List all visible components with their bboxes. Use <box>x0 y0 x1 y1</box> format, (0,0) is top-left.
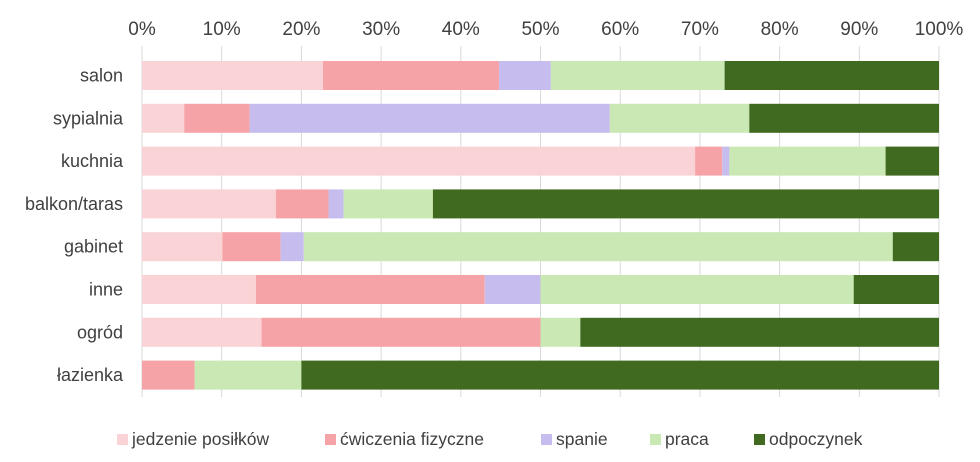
category-label: kuchnia <box>61 151 124 171</box>
bar-lazienka-cwiczenia-fizyczne <box>142 360 195 390</box>
bar-salon-odpoczynek <box>724 61 939 90</box>
bar-gabinet-cwiczenia-fizyczne <box>222 232 281 262</box>
bar-inne-jedzenie-posilkow <box>142 275 256 304</box>
bar-balkon-taras-jedzenie-posilkow <box>142 189 276 219</box>
bar-sypialnia-spanie <box>249 103 610 133</box>
category-label: balkon/taras <box>25 194 123 214</box>
bar-ogrod-praca <box>540 317 581 347</box>
category-axis: salon sypialnia kuchnia balkon/taras gabinet… <box>25 66 124 386</box>
x-tick-label: 10% <box>203 19 241 40</box>
bar-salon-cwiczenia-fizyczne <box>322 61 500 90</box>
bar-salon-praca <box>550 61 725 90</box>
bar-sypialnia-cwiczenia-fizyczne <box>184 103 250 133</box>
bar-salon-spanie <box>499 61 551 90</box>
bar-gabinet-spanie <box>280 232 304 262</box>
bar-balkon-taras-spanie <box>328 189 344 219</box>
bar-inne-praca <box>540 275 854 304</box>
legend-swatch-odpoczynek <box>754 434 765 445</box>
legend-label: jedzenie posiłków <box>131 429 270 449</box>
bar-salon-jedzenie-posilkow <box>142 61 323 90</box>
category-label: ogród <box>77 322 123 342</box>
bar-kuchnia-spanie <box>722 146 730 176</box>
category-label: łazienka <box>57 365 124 385</box>
legend-label: odpoczynek <box>769 429 863 449</box>
legend-label: ćwiczenia fizyczne <box>340 429 484 449</box>
bar-kuchnia-jedzenie-posilkow <box>142 146 696 176</box>
legend-label: praca <box>665 429 709 449</box>
category-label: salon <box>80 66 123 86</box>
bars <box>142 61 939 390</box>
x-tick-label: 60% <box>601 19 639 40</box>
x-tick-label: 30% <box>362 19 400 40</box>
x-tick-label: 100% <box>915 19 964 40</box>
bar-kuchnia-praca <box>729 146 886 176</box>
bar-sypialnia-jedzenie-posilkow <box>142 103 185 133</box>
bar-ogrod-odpoczynek <box>580 317 939 347</box>
legend-swatch-cwiczenia-fizyczne <box>325 434 336 445</box>
legend-swatch-praca <box>650 434 661 445</box>
bar-kuchnia-odpoczynek <box>885 146 939 176</box>
bar-lazienka-praca <box>194 360 302 390</box>
bar-ogrod-cwiczenia-fizyczne <box>261 317 541 347</box>
bar-gabinet-jedzenie-posilkow <box>142 232 223 262</box>
bar-ogrod-jedzenie-posilkow <box>142 317 262 347</box>
x-tick-label: 50% <box>521 19 559 40</box>
bar-balkon-taras-cwiczenia-fizyczne <box>275 189 329 219</box>
bar-gabinet-odpoczynek <box>892 232 939 262</box>
bar-kuchnia-cwiczenia-fizyczne <box>695 146 723 176</box>
x-tick-label: 40% <box>442 19 480 40</box>
category-label: sypialnia <box>53 108 124 128</box>
bar-inne-spanie <box>484 275 541 304</box>
x-tick-label: 20% <box>282 19 320 40</box>
bar-balkon-taras-praca <box>343 189 433 219</box>
category-label: inne <box>89 280 123 300</box>
x-tick-label: 90% <box>840 19 878 40</box>
x-tick-label: 70% <box>681 19 719 40</box>
legend-label: spanie <box>556 429 608 449</box>
bar-sypialnia-odpoczynek <box>749 103 939 133</box>
bar-lazienka-odpoczynek <box>301 360 939 390</box>
bar-balkon-taras-odpoczynek <box>432 189 939 219</box>
legend-swatch-jedzenie-posilkow <box>117 434 128 445</box>
category-label: gabinet <box>64 237 123 257</box>
bar-gabinet-praca <box>303 232 893 262</box>
bar-inne-cwiczenia-fizyczne <box>255 275 485 304</box>
x-tick-label: 0% <box>128 19 156 40</box>
x-axis-ticks: 0% 10% 20% 30% 40% 50% 60% 70% 80% 90% 100% <box>128 19 963 40</box>
legend-swatch-spanie <box>541 434 552 445</box>
bar-sypialnia-praca <box>609 103 750 133</box>
x-tick-label: 80% <box>761 19 799 40</box>
bar-inne-odpoczynek <box>853 275 939 304</box>
legend: jedzenie posiłków ćwiczenia fizyczne spani… <box>117 429 863 449</box>
